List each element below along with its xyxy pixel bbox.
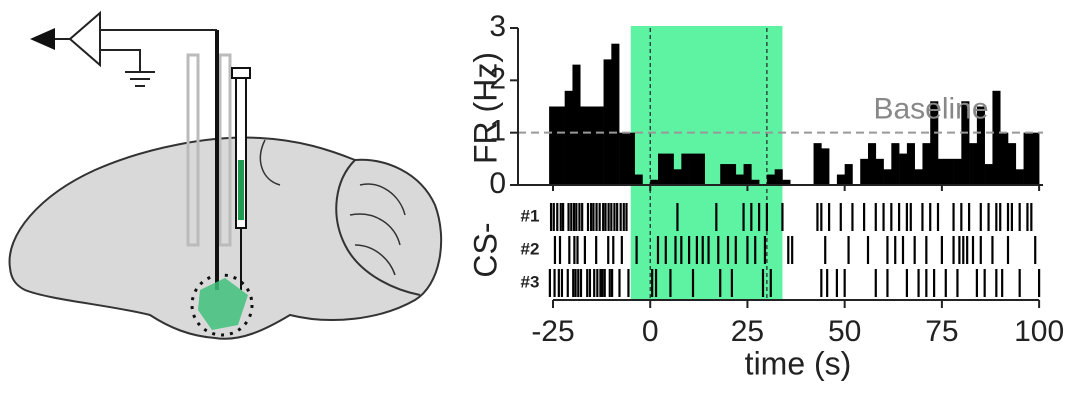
x-tick-label: 0 — [642, 315, 659, 348]
bar — [1008, 143, 1017, 185]
x-tick-label: 75 — [925, 315, 958, 348]
bar — [782, 179, 791, 185]
bar — [813, 143, 822, 185]
bar — [681, 153, 690, 185]
bar — [836, 174, 845, 185]
y-tick-label: 0 — [489, 167, 506, 200]
bar — [580, 106, 589, 185]
bar — [1015, 169, 1024, 185]
y-tick-label: 2 — [489, 62, 506, 95]
x-axis-label: time (s) — [745, 345, 852, 381]
bar — [1000, 132, 1009, 185]
y-tick-label: 1 — [489, 115, 506, 148]
bar — [689, 153, 698, 185]
trial-label: #3 — [521, 272, 540, 291]
bar — [751, 179, 760, 185]
bar — [914, 169, 923, 185]
bar — [658, 153, 667, 185]
bar — [930, 101, 939, 185]
trial-label: #1 — [521, 206, 540, 225]
x-tick-label: -25 — [531, 315, 574, 348]
bar — [860, 158, 869, 185]
bar — [603, 59, 612, 185]
bar — [868, 143, 877, 185]
baseline-label: Baseline — [873, 93, 988, 126]
bar — [728, 164, 737, 185]
bar — [626, 132, 635, 185]
bar — [595, 106, 604, 185]
bar — [899, 153, 908, 185]
trial-label: #2 — [521, 239, 540, 258]
bar — [906, 143, 915, 185]
bar — [572, 64, 581, 185]
bar — [1031, 132, 1040, 185]
x-tick-label: 25 — [731, 315, 764, 348]
bar — [984, 164, 993, 185]
x-tick-label: 50 — [828, 315, 861, 348]
bar — [938, 158, 947, 185]
bar — [650, 179, 659, 185]
bar — [875, 158, 884, 185]
bar — [945, 158, 954, 185]
bar — [976, 106, 985, 185]
bar — [611, 43, 620, 186]
bar — [735, 174, 744, 185]
bar — [766, 174, 775, 185]
bar — [619, 132, 628, 185]
bar — [891, 143, 900, 185]
bar — [720, 164, 729, 185]
bar — [969, 143, 978, 185]
bar — [696, 153, 705, 185]
bar — [556, 106, 565, 185]
y-axis-label: FR (Hz) — [467, 52, 503, 164]
bar — [743, 164, 752, 185]
bar — [564, 90, 573, 185]
bar — [1023, 132, 1032, 185]
bar — [549, 106, 558, 185]
bar — [634, 174, 643, 185]
bar — [673, 169, 682, 185]
x-tick-label: 100 — [1014, 315, 1064, 348]
brain-diagram — [8, 10, 443, 340]
bar — [665, 153, 674, 185]
bar — [774, 169, 783, 185]
bar — [953, 158, 962, 185]
bar — [992, 90, 1001, 185]
raster-label: CS- — [467, 222, 503, 277]
shade-region — [630, 26, 783, 300]
bar — [821, 148, 830, 185]
bar — [588, 106, 597, 185]
bar — [844, 164, 853, 185]
bar — [961, 101, 970, 185]
y-tick-label: 3 — [489, 10, 506, 43]
bar — [922, 143, 931, 185]
bar — [883, 169, 892, 185]
